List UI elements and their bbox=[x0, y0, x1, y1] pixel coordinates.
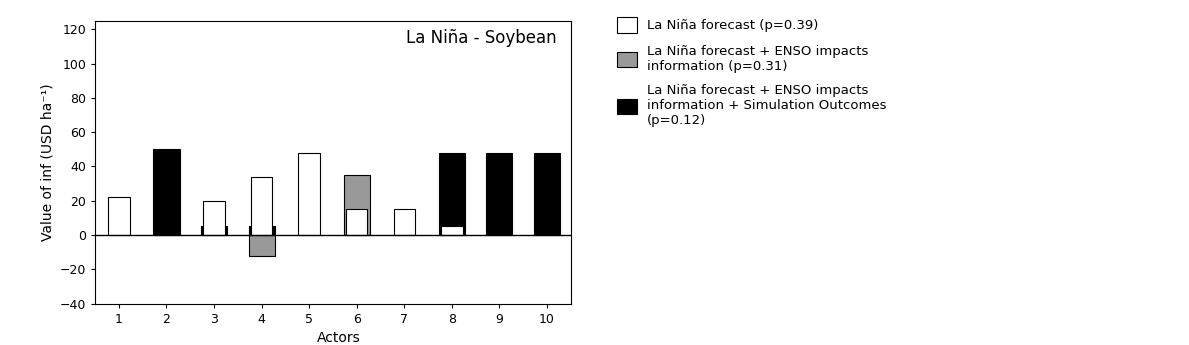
Bar bbox=[346, 209, 367, 235]
Text: La Niña - Soybean: La Niña - Soybean bbox=[405, 29, 556, 47]
Bar bbox=[108, 197, 130, 235]
Bar bbox=[486, 153, 512, 235]
Bar bbox=[249, 226, 275, 235]
Bar bbox=[344, 175, 370, 235]
Bar bbox=[251, 177, 272, 235]
Legend: La Niña forecast (p=0.39), La Niña forecast + ENSO impacts
information (p=0.31),: La Niña forecast (p=0.39), La Niña forec… bbox=[614, 13, 891, 131]
Bar bbox=[534, 153, 560, 235]
Bar bbox=[439, 153, 465, 235]
Bar bbox=[441, 226, 463, 235]
Bar bbox=[249, 235, 275, 256]
Bar bbox=[298, 153, 320, 235]
Y-axis label: Value of inf (USD ha⁻¹): Value of inf (USD ha⁻¹) bbox=[40, 83, 55, 241]
Bar bbox=[201, 226, 227, 235]
Text: Actors: Actors bbox=[317, 331, 360, 345]
Bar bbox=[203, 201, 225, 235]
Bar bbox=[394, 209, 415, 235]
Bar bbox=[153, 149, 180, 235]
